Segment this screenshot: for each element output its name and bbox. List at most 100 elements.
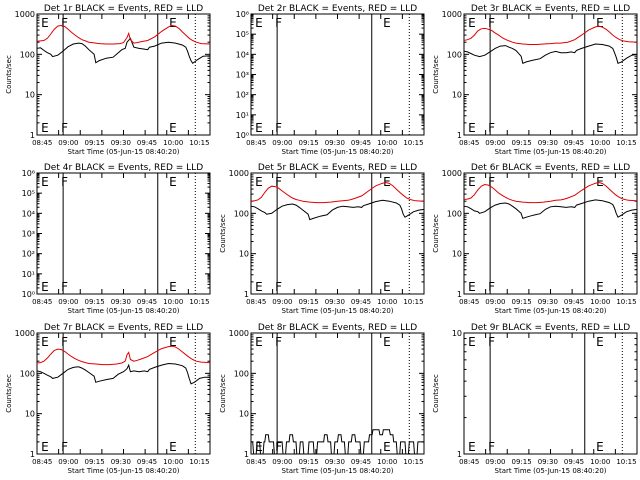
x-tick-label: 09:30 <box>111 458 131 466</box>
x-tick-label: 09:45 <box>351 139 371 147</box>
x-tick-label: 09:30 <box>325 458 345 466</box>
x-tick-label: 09:45 <box>564 298 584 306</box>
y-axis-label: Counts/sec <box>432 214 440 253</box>
y-tick-label: 10³ <box>22 230 35 239</box>
x-tick-label: 09:00 <box>58 298 78 306</box>
event-marker: E <box>383 440 391 454</box>
x-tick-label: 09:00 <box>272 139 292 147</box>
y-tick-label: 10 <box>239 250 249 259</box>
y-tick-label: 10⁰ <box>22 290 35 299</box>
event-marker: E <box>596 175 604 189</box>
y-tick-label: 10⁶ <box>236 10 249 19</box>
plot-title: Det 7r BLACK = Events, RED = LLD <box>44 323 203 333</box>
detector-plot-9: Det 9r BLACK = Events, RED = LLD 1 10 Count… <box>432 323 638 475</box>
event-marker: F <box>61 121 68 135</box>
event-marker: F <box>275 280 282 294</box>
y-tick-label: 10 <box>452 250 462 259</box>
event-marker: E <box>41 175 49 189</box>
lld-series-line <box>463 181 638 204</box>
event-marker: E <box>596 280 604 294</box>
y-tick-label: 100 <box>20 369 35 378</box>
event-marker: F <box>275 121 282 135</box>
x-tick-label: 09:15 <box>85 298 105 306</box>
x-tick-label: 08:45 <box>32 298 52 306</box>
events-series-line <box>463 199 638 220</box>
x-tick-label: 09:15 <box>299 458 319 466</box>
x-tick-label: 08:45 <box>32 139 52 147</box>
detector-plot-1: Det 1r BLACK = Events, RED = LLD 1 10 100 10… <box>5 4 211 156</box>
x-tick-label: 10:15 <box>403 139 423 147</box>
x-axis-label: Start Time (05-Jun-15 08:40:20) <box>495 148 607 156</box>
event-marker: E <box>596 16 604 30</box>
y-axis-label: Counts/sec <box>219 374 227 413</box>
detector-plot-3: Det 3r BLACK = Events, RED = LLD 1 10 100 10… <box>432 4 638 156</box>
plot-title: Det 9r BLACK = Events, RED = LLD <box>471 323 630 333</box>
event-marker: E <box>255 335 263 349</box>
y-tick-label: 10 <box>452 91 462 100</box>
lld-series-line <box>36 24 211 45</box>
event-marker: E <box>169 16 177 30</box>
event-marker: E <box>169 121 177 135</box>
events-series-line <box>36 37 211 65</box>
x-tick-label: 10:00 <box>377 139 397 147</box>
lld-series-line <box>36 345 211 366</box>
event-marker: F <box>61 16 68 30</box>
y-tick-label: 1000 <box>15 329 35 338</box>
y-tick-label: 10³ <box>236 71 249 80</box>
lld-series-line <box>463 25 638 45</box>
event-marker: E <box>383 16 391 30</box>
y-tick-label: 1 <box>244 290 249 299</box>
event-marker: E <box>468 121 476 135</box>
x-tick-label: 09:30 <box>111 139 131 147</box>
y-tick-label: 10 <box>452 329 462 338</box>
detector-plot-8: Det 8r BLACK = Events, RED = LLD 1 10 100 10… <box>219 323 425 475</box>
x-tick-label: 09:45 <box>137 139 157 147</box>
x-tick-label: 09:15 <box>512 458 532 466</box>
x-tick-label: 09:15 <box>299 139 319 147</box>
event-marker: F <box>488 335 495 349</box>
y-tick-label: 10⁶ <box>22 169 35 178</box>
x-axis-label: Start Time (05-Jun-15 08:40:20) <box>68 148 180 156</box>
y-tick-label: 1 <box>244 450 249 459</box>
event-marker: E <box>383 121 391 135</box>
event-marker: E <box>255 280 263 294</box>
event-marker: E <box>255 440 263 454</box>
y-tick-label: 100 <box>20 50 35 59</box>
x-tick-label: 09:30 <box>325 298 345 306</box>
event-marker: F <box>488 16 495 30</box>
event-marker: E <box>468 16 476 30</box>
y-axis-label: Counts/sec <box>5 55 13 94</box>
event-marker: E <box>255 121 263 135</box>
x-tick-label: 09:00 <box>485 298 505 306</box>
x-tick-label: 10:15 <box>616 298 636 306</box>
y-tick-label: 1 <box>457 290 462 299</box>
y-tick-label: 1000 <box>229 329 249 338</box>
event-marker: E <box>468 440 476 454</box>
event-marker: E <box>169 280 177 294</box>
x-tick-label: 09:00 <box>272 458 292 466</box>
y-tick-label: 10² <box>236 91 249 100</box>
event-marker: E <box>169 440 177 454</box>
y-tick-label: 1000 <box>15 10 35 19</box>
y-tick-label: 10¹ <box>22 270 35 279</box>
x-tick-label: 10:15 <box>189 458 209 466</box>
x-tick-label: 09:00 <box>272 298 292 306</box>
event-marker: F <box>488 280 495 294</box>
event-marker: E <box>468 335 476 349</box>
x-tick-label: 10:00 <box>590 298 610 306</box>
x-tick-label: 10:15 <box>616 458 636 466</box>
event-marker: E <box>383 335 391 349</box>
y-tick-label: 100 <box>447 50 462 59</box>
plot-title: Det 5r BLACK = Events, RED = LLD <box>258 163 417 173</box>
x-tick-label: 10:15 <box>616 139 636 147</box>
event-marker: E <box>41 16 49 30</box>
x-axis-label: Start Time (05-Jun-15 08:40:20) <box>282 307 394 315</box>
x-tick-label: 08:45 <box>459 139 479 147</box>
y-tick-label: 10 <box>239 410 249 419</box>
y-tick-label: 1 <box>457 131 462 140</box>
y-tick-label: 10¹ <box>236 111 249 120</box>
y-tick-label: 10 <box>25 91 35 100</box>
x-axis-label: Start Time (05-Jun-15 08:40:20) <box>282 148 394 156</box>
y-tick-label: 1 <box>457 450 462 459</box>
event-marker: E <box>169 335 177 349</box>
